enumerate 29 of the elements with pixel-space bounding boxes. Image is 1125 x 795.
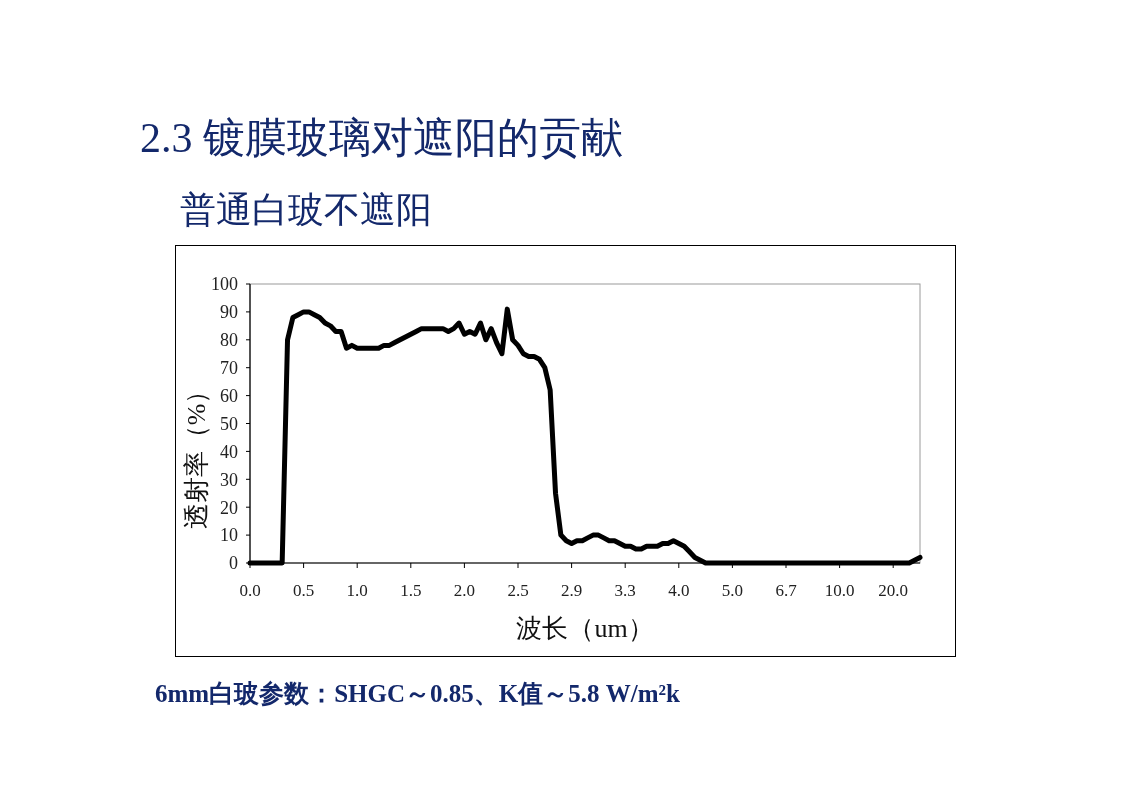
x-tick-label: 0.0 — [239, 580, 261, 600]
y-tick-label: 30 — [220, 469, 238, 490]
y-tick-label: 10 — [220, 525, 238, 546]
x-tick-label: 3.3 — [614, 580, 636, 600]
y-tick-label: 100 — [211, 274, 238, 295]
x-tick-label: 6.7 — [775, 580, 798, 600]
y-tick-label: 50 — [220, 413, 238, 434]
chart-title: 2.3 镀膜玻璃对遮阳的贡献 — [140, 115, 623, 161]
y-tick-label: 0 — [229, 553, 238, 574]
x-tick-label: 0.5 — [292, 580, 315, 600]
x-tick-label: 20.0 — [878, 580, 909, 600]
text: 6mm白玻参数：SHGC～0.85、K值～5.8 W/m²k — [155, 680, 680, 707]
y-tick-label: 90 — [220, 302, 238, 323]
y-tick-label: 20 — [220, 497, 238, 518]
chart-subtitle: 普通白玻不遮阳 — [180, 190, 432, 230]
y-tick-label: 60 — [220, 385, 238, 406]
y-tick-label: 40 — [220, 441, 238, 462]
y-axis-title: 透射率（%） — [182, 377, 212, 530]
x-tick-label: 2.9 — [560, 580, 583, 600]
y-tick-label: 80 — [220, 330, 238, 351]
x-tick-label: 1.5 — [400, 580, 422, 600]
x-tick-label: 2.5 — [507, 580, 529, 600]
x-tick-label: 2.0 — [453, 580, 476, 600]
x-tick-label: 10.0 — [824, 580, 855, 600]
x-tick-label: 1.0 — [346, 580, 368, 600]
x-axis-title: 波长（um） — [516, 614, 654, 643]
y-tick-label: 70 — [220, 358, 238, 378]
x-tick-label: 5.0 — [721, 580, 744, 600]
x-tick-label: 4.0 — [668, 580, 690, 600]
